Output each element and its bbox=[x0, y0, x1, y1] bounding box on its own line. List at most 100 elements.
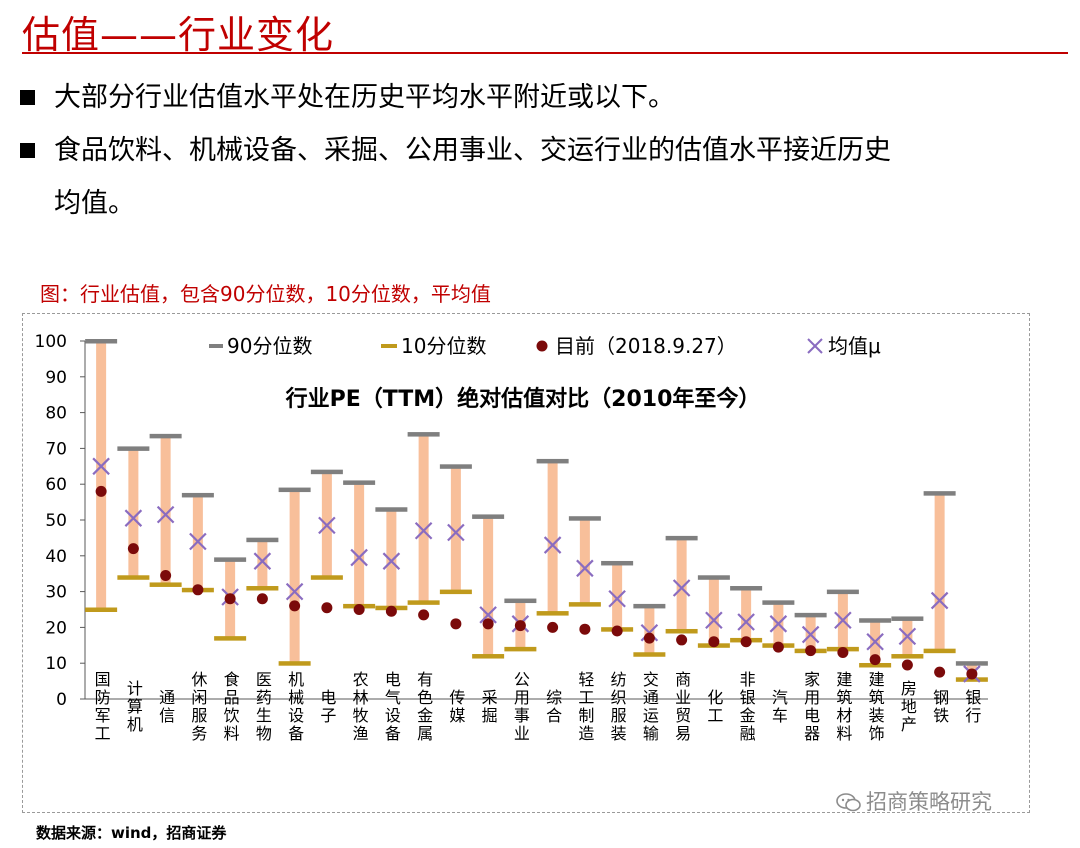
mean-cross-stroke bbox=[608, 589, 626, 608]
range-bar bbox=[934, 493, 945, 651]
p10-marker bbox=[472, 654, 505, 659]
bullet-square-icon bbox=[20, 143, 35, 158]
mean-cross-stroke bbox=[382, 552, 401, 570]
x-category-label: 休闲服务 bbox=[188, 671, 207, 743]
p10-marker bbox=[310, 575, 343, 580]
current-dot bbox=[95, 485, 107, 497]
x-category-label: 钢铁 bbox=[930, 689, 949, 725]
current-dot bbox=[901, 659, 913, 671]
current-dot bbox=[547, 621, 559, 633]
p90-marker bbox=[536, 458, 569, 464]
mean-marker bbox=[769, 615, 788, 633]
p10-marker bbox=[665, 628, 698, 634]
p10-marker bbox=[633, 652, 666, 657]
x-category-label: 家用电器 bbox=[801, 671, 820, 743]
x-category-label: 化工 bbox=[704, 689, 723, 725]
x-category-label: 非银金融 bbox=[737, 671, 756, 743]
mean-cross-stroke bbox=[705, 611, 723, 630]
p10-marker bbox=[246, 586, 279, 591]
current-dot bbox=[579, 623, 591, 635]
p90-marker bbox=[117, 446, 150, 451]
current-dot bbox=[192, 584, 204, 596]
mean-cross-stroke bbox=[414, 521, 433, 540]
p90-marker bbox=[826, 589, 859, 595]
mean-cross-stroke bbox=[769, 615, 788, 633]
mean-marker bbox=[479, 606, 497, 624]
x-category-label: 商业贸易 bbox=[672, 671, 691, 743]
range-bar bbox=[579, 518, 590, 605]
legend-p90-swatch bbox=[209, 344, 223, 348]
p90-marker bbox=[310, 469, 343, 475]
current-dot bbox=[869, 654, 881, 666]
current-dot bbox=[740, 636, 752, 648]
range-bar bbox=[676, 537, 687, 631]
y-tick-label: 40 bbox=[45, 547, 67, 567]
range-bar bbox=[547, 460, 558, 614]
current-dot bbox=[966, 668, 978, 680]
y-tick-label: 0 bbox=[56, 690, 67, 710]
x-category-label: 综合 bbox=[543, 689, 562, 725]
x-category-label: 采掘 bbox=[479, 689, 498, 725]
range-bar bbox=[708, 577, 719, 646]
legend-mean-swatch bbox=[807, 338, 823, 354]
bullet-text: 食品饮料、机械设备、采掘、公用事业、交运行业的估值水平接近历史 bbox=[54, 135, 891, 166]
p90-marker bbox=[568, 516, 601, 521]
range-bar bbox=[805, 614, 816, 651]
current-dot bbox=[837, 646, 849, 658]
p10-marker bbox=[214, 636, 247, 641]
x-category-label: 房地产 bbox=[898, 680, 917, 734]
range-bar bbox=[612, 562, 623, 630]
x-category-label: 食品饮料 bbox=[221, 671, 240, 743]
y-tick-label: 70 bbox=[45, 439, 67, 459]
x-category-label: 轻工制造 bbox=[575, 671, 594, 743]
mean-marker bbox=[156, 505, 175, 524]
bullet-square-icon bbox=[20, 90, 35, 105]
p90-marker bbox=[246, 537, 279, 543]
p90-marker bbox=[343, 480, 376, 485]
mean-marker bbox=[285, 582, 304, 601]
current-dot bbox=[514, 620, 526, 632]
mean-cross-stroke bbox=[576, 559, 594, 578]
legend-p10-label: 10分位数 bbox=[401, 334, 486, 358]
p10-marker bbox=[891, 654, 924, 659]
mean-marker bbox=[737, 613, 755, 631]
x-category-label: 纺织服装 bbox=[608, 671, 627, 743]
p90-marker bbox=[794, 612, 827, 618]
chart-frame: 0 10 20 30 40 50 60 70 80 90 100 国防军工 计算机 通信 休闲服务 食品饮料医… bbox=[22, 313, 1030, 813]
legend-p10-swatch bbox=[381, 344, 397, 348]
mean-cross-stroke bbox=[253, 552, 272, 570]
x-category-label: 计算机 bbox=[124, 680, 143, 734]
range-bar bbox=[386, 509, 397, 608]
legend-mean-stroke bbox=[807, 338, 823, 354]
x-category-label: 银行 bbox=[962, 689, 981, 725]
p10-marker bbox=[568, 602, 601, 607]
x-category-label: 公用事业 bbox=[511, 671, 530, 743]
bullet-text: 均值。 bbox=[54, 188, 135, 219]
p10-marker bbox=[439, 589, 472, 595]
mean-cross-stroke bbox=[285, 582, 304, 601]
mean-cross-stroke bbox=[543, 536, 562, 554]
mean-cross-stroke bbox=[447, 523, 465, 542]
current-dot bbox=[353, 604, 365, 615]
p90-marker bbox=[955, 661, 988, 666]
p90-marker bbox=[407, 432, 440, 437]
p90-marker bbox=[504, 598, 537, 604]
p10-marker bbox=[923, 648, 956, 654]
chart-title: 行业PE（TTM）绝对估值对比（2010年至今） bbox=[285, 386, 761, 412]
current-dot bbox=[160, 569, 172, 581]
y-tick-label: 60 bbox=[45, 475, 67, 495]
mean-marker bbox=[543, 536, 562, 554]
current-dot bbox=[224, 593, 236, 605]
p10-marker bbox=[85, 607, 118, 612]
mean-cross-stroke bbox=[92, 457, 110, 476]
range-bar bbox=[644, 605, 655, 655]
p90-marker bbox=[665, 535, 698, 541]
mean-cross-stroke bbox=[834, 611, 852, 630]
range-bar bbox=[354, 482, 365, 606]
p90-marker bbox=[697, 575, 730, 580]
x-category-label: 建筑材料 bbox=[833, 671, 852, 743]
range-bar bbox=[418, 434, 429, 603]
p90-marker bbox=[278, 487, 311, 493]
current-dot bbox=[643, 632, 655, 644]
current-dot bbox=[708, 636, 720, 648]
